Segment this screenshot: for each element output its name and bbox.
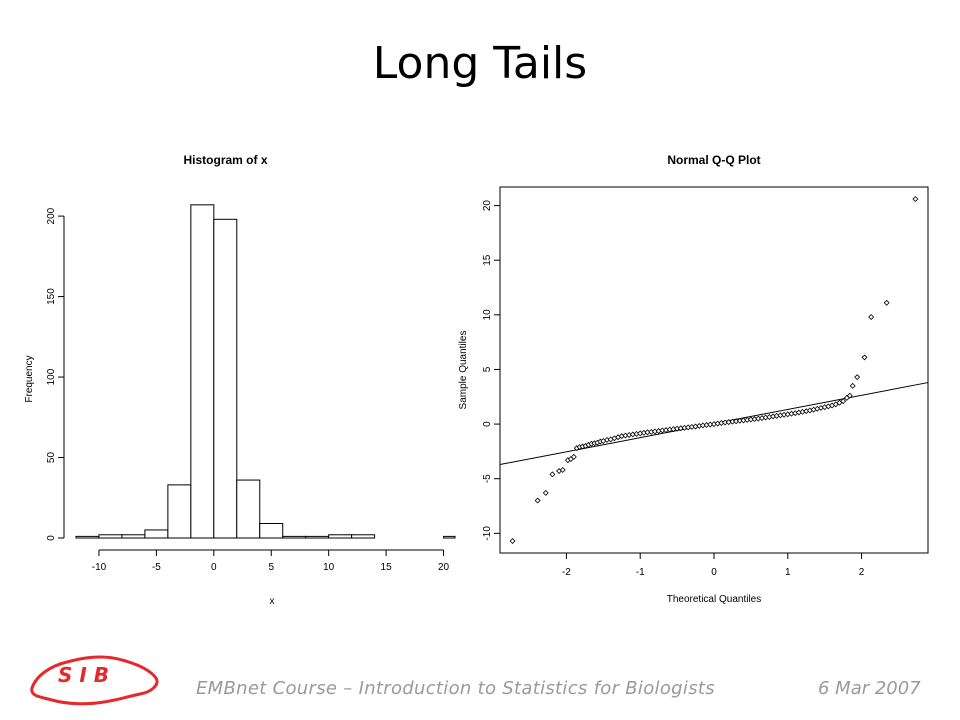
- y-tick-label: 0: [482, 421, 493, 427]
- qq-point: [912, 196, 919, 202]
- histogram-bar: [213, 218, 238, 539]
- x-tick-label: 0: [711, 567, 717, 578]
- histogram-bar: [144, 529, 169, 539]
- y-tick-label: 50: [46, 452, 57, 464]
- qq-point: [861, 354, 868, 361]
- plot-box: [499, 186, 929, 554]
- histogram-bar: [351, 534, 376, 539]
- histogram-bar: [75, 535, 100, 539]
- qq-point: [542, 489, 549, 496]
- logo-text: S I B: [58, 663, 109, 687]
- y-axis-label: Sample Quantiles: [458, 331, 469, 410]
- qq-point: [849, 382, 856, 389]
- histogram-bar: [167, 484, 192, 539]
- footer-course-title: EMBnet Course – Introduction to Statisti…: [196, 678, 715, 699]
- y-tick-label: 200: [46, 207, 57, 224]
- qq-point: [509, 538, 516, 544]
- x-tick-label: 5: [268, 562, 274, 573]
- qq-point: [854, 374, 861, 381]
- x-tick-label: 1: [785, 567, 791, 578]
- histogram-bar: [443, 535, 456, 539]
- qq-point: [840, 398, 847, 405]
- histogram-bar: [190, 204, 215, 539]
- y-tick-label: -5: [482, 474, 493, 483]
- y-tick-label: 150: [46, 288, 57, 305]
- x-tick-label: 15: [381, 562, 393, 573]
- qq-point: [883, 299, 890, 306]
- x-tick-label: -2: [562, 567, 571, 578]
- x-tick-label: -1: [636, 567, 645, 578]
- y-tick-label: 5: [482, 366, 493, 372]
- histogram-bar: [282, 535, 307, 539]
- x-tick-label: 0: [211, 562, 217, 573]
- y-tick-label: 20: [482, 200, 493, 212]
- histogram-bar: [98, 534, 123, 539]
- x-axis-label: x: [270, 596, 275, 607]
- y-tick-label: -10: [482, 526, 493, 541]
- x-axis-label: Theoretical Quantiles: [667, 594, 762, 605]
- y-axis-label: Frequency: [24, 355, 35, 402]
- histogram-bar: [121, 534, 146, 539]
- y-tick-label: 0: [46, 535, 57, 541]
- qq-title: Normal Q-Q Plot: [667, 153, 760, 167]
- qq-point: [868, 314, 875, 320]
- x-tick-label: -10: [92, 562, 107, 573]
- x-tick-label: 2: [859, 567, 865, 578]
- qq-point: [559, 467, 566, 473]
- y-tick-label: 100: [46, 368, 57, 385]
- footer-date: 6 Mar 2007: [818, 678, 921, 699]
- qq-point: [846, 392, 853, 399]
- qq-point: [570, 453, 577, 460]
- histogram-bar: [305, 535, 330, 539]
- histogram-bar: [236, 479, 261, 539]
- x-tick-label: -5: [152, 562, 161, 573]
- y-tick-label: 15: [482, 254, 493, 266]
- histogram-bar: [259, 523, 284, 539]
- x-tick-label: 20: [438, 562, 450, 573]
- histogram-bar: [328, 534, 353, 539]
- y-tick-label: 10: [482, 309, 493, 321]
- histogram-title: Histogram of x: [183, 153, 267, 167]
- x-tick-label: 10: [323, 562, 335, 573]
- slide-title: Long Tails: [372, 38, 588, 89]
- qq-point: [549, 471, 556, 478]
- qq-point: [534, 497, 541, 504]
- sib-logo: S I B: [30, 655, 159, 706]
- switzerland-outline-icon: [30, 655, 159, 706]
